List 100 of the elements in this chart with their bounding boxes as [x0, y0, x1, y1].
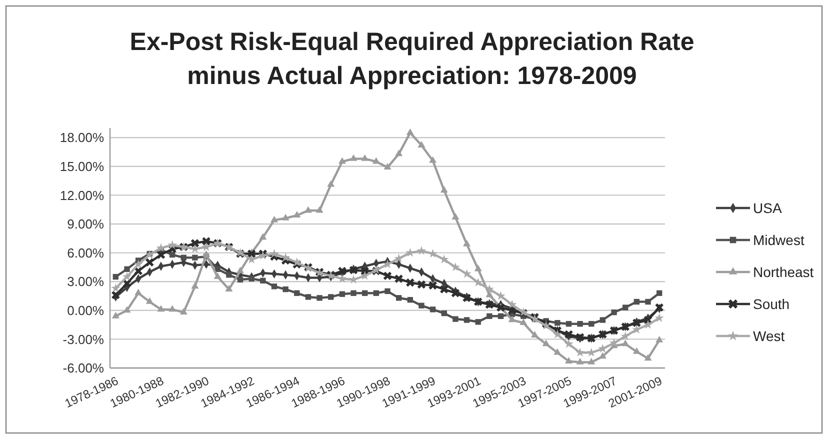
point [486, 313, 492, 320]
point [112, 274, 119, 280]
point [441, 310, 447, 316]
point [395, 150, 403, 156]
point [338, 157, 346, 164]
point [564, 356, 572, 364]
point [474, 264, 482, 272]
point [396, 295, 402, 301]
point [156, 250, 166, 259]
point [270, 216, 278, 222]
point [202, 250, 210, 257]
point [576, 358, 584, 364]
point [622, 340, 630, 346]
point [373, 290, 380, 296]
point [214, 272, 222, 279]
point [416, 246, 426, 255]
point [112, 312, 120, 318]
point [498, 313, 504, 320]
point [611, 309, 617, 316]
point [270, 248, 279, 258]
point [577, 320, 583, 327]
point [464, 317, 470, 323]
point [531, 331, 538, 338]
point [282, 214, 290, 220]
point [384, 288, 390, 294]
y-tick-label: 9.00% [67, 216, 104, 232]
point [486, 290, 494, 298]
y-tick-label: 12.00% [60, 188, 104, 203]
point [259, 233, 267, 240]
point [146, 297, 154, 304]
point [418, 140, 426, 148]
point [226, 272, 232, 278]
point [157, 305, 165, 312]
point [124, 266, 130, 272]
point [645, 298, 651, 305]
point [588, 358, 596, 364]
point [598, 344, 608, 353]
point [417, 280, 426, 289]
point [552, 330, 562, 338]
point [430, 306, 436, 312]
point [406, 128, 414, 135]
point [360, 270, 370, 280]
point [496, 291, 506, 300]
y-tick-label: 15.00% [60, 158, 104, 174]
point [520, 318, 528, 326]
point [146, 258, 154, 267]
point [452, 212, 460, 220]
point [644, 354, 652, 361]
point [643, 320, 653, 329]
y-tick-label: -3.00% [62, 332, 104, 347]
point [554, 348, 562, 355]
point [350, 154, 358, 161]
point [122, 272, 132, 281]
y-tick-label: 18.00% [60, 130, 104, 146]
point [328, 294, 334, 300]
point [316, 295, 322, 301]
legend-label: Midwest [753, 232, 804, 248]
point [305, 294, 312, 300]
point [168, 240, 177, 250]
point [452, 316, 458, 322]
point [440, 186, 448, 193]
point [191, 282, 199, 289]
point [372, 157, 380, 164]
point [609, 338, 619, 347]
y-tick-label: 0.00% [67, 302, 104, 318]
point [575, 348, 585, 357]
point [564, 339, 574, 348]
point [294, 290, 300, 296]
point [656, 336, 664, 342]
point [384, 163, 392, 170]
point [507, 300, 517, 309]
point [632, 347, 640, 354]
point [350, 290, 356, 296]
point [111, 283, 120, 292]
point [450, 262, 460, 272]
point [190, 239, 200, 248]
point [440, 285, 448, 294]
point [338, 266, 346, 276]
point [339, 291, 346, 297]
point [260, 278, 266, 284]
point [463, 240, 471, 246]
point [248, 276, 254, 282]
point [429, 156, 437, 163]
point [622, 304, 628, 310]
point [462, 269, 472, 278]
legend-label: South [753, 296, 790, 312]
point [634, 298, 640, 305]
legend-label: West [753, 328, 785, 344]
point [134, 266, 142, 276]
point [656, 290, 662, 296]
point [475, 319, 481, 325]
point [418, 302, 424, 308]
point [407, 296, 413, 303]
point [293, 211, 301, 218]
y-tick-label: 6.00% [67, 245, 104, 260]
point [406, 278, 414, 287]
point [362, 290, 368, 296]
point [271, 284, 278, 290]
point [237, 276, 244, 283]
point [168, 305, 176, 312]
